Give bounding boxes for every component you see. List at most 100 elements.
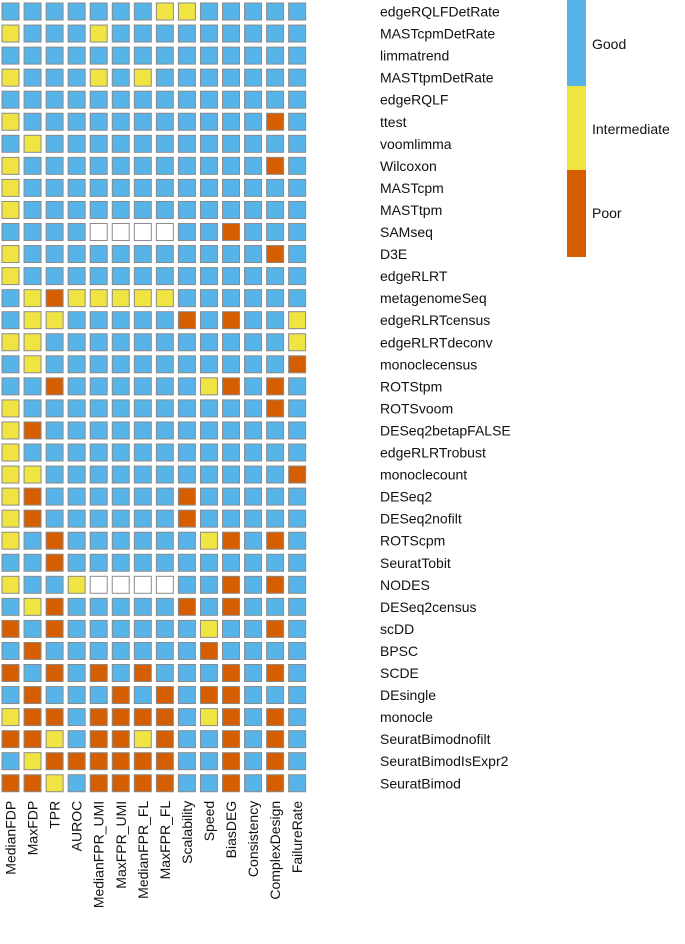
cell-scdd-complexdesign bbox=[266, 619, 285, 638]
cell-deseq2census-maxfdp bbox=[23, 597, 42, 616]
cell-seurattobit-speed bbox=[199, 553, 218, 572]
cell-rotstpm-auroc bbox=[67, 377, 86, 396]
cell-seuratbimodisexpr2-speed bbox=[199, 752, 218, 771]
cell-seurattobit-consistency bbox=[244, 553, 263, 572]
method-label-seuratbimodnofilt: SeuratBimodnofilt bbox=[380, 731, 491, 747]
cell-masttpmdetrate-scalability bbox=[177, 68, 196, 87]
metric-label-medianfpr-umi: MedianFPR_UMI bbox=[91, 801, 107, 908]
cell-seuratbimodnofilt-medianfdp bbox=[1, 730, 20, 749]
cell-deseq2census-complexdesign bbox=[266, 597, 285, 616]
cell-bpsc-medianfpr-umi bbox=[89, 641, 108, 660]
cell-masttpmdetrate-consistency bbox=[244, 68, 263, 87]
cell-edgerlrt-maxfpr-umi bbox=[111, 267, 130, 286]
cell-mastcpm-failurerate bbox=[288, 178, 307, 197]
cell-masttpm-speed bbox=[199, 200, 218, 219]
method-label-d3e: D3E bbox=[380, 246, 407, 262]
cell-voomlimma-medianfdp bbox=[1, 134, 20, 153]
cell-rotstpm-tpr bbox=[45, 377, 64, 396]
cell-desingle-maxfpr-umi bbox=[111, 686, 130, 705]
cell-ttest-consistency bbox=[244, 112, 263, 131]
cell-ttest-complexdesign bbox=[266, 112, 285, 131]
cell-desingle-maxfdp bbox=[23, 686, 42, 705]
cell-monoclecount-medianfpr-fl bbox=[133, 465, 152, 484]
cell-seuratbimodnofilt-medianfpr-fl bbox=[133, 730, 152, 749]
cell-samseq-maxfpr-umi bbox=[111, 223, 130, 241]
cell-masttpmdetrate-maxfdp bbox=[23, 68, 42, 87]
cell-masttpm-medianfpr-umi bbox=[89, 200, 108, 219]
cell-deseq2census-consistency bbox=[244, 597, 263, 616]
cell-rotsvoom-biasdeg bbox=[222, 399, 240, 418]
cell-edgerlrtdeconv-medianfdp bbox=[1, 333, 20, 352]
cell-masttpm-auroc bbox=[67, 200, 86, 219]
cell-voomlimma-consistency bbox=[244, 134, 263, 153]
cell-rotstpm-scalability bbox=[177, 377, 196, 396]
cell-edgerqlfdetrate-complexdesign bbox=[266, 2, 285, 21]
metric-label-auroc: AUROC bbox=[69, 801, 85, 852]
cell-nodes-maxfpr-fl bbox=[155, 575, 174, 594]
cell-seuratbimod-scalability bbox=[177, 774, 196, 793]
cell-seuratbimodnofilt-complexdesign bbox=[266, 730, 285, 749]
cell-monoclecount-maxfpr-umi bbox=[111, 465, 130, 484]
cell-deseq2nofilt-maxfdp bbox=[23, 509, 42, 528]
cell-seuratbimodisexpr2-medianfpr-umi bbox=[89, 752, 108, 771]
cell-edgerqlf-medianfpr-fl bbox=[133, 90, 152, 109]
cell-scdd-biasdeg bbox=[222, 619, 240, 638]
cell-monoclecensus-tpr bbox=[45, 355, 64, 374]
cell-edgerlrt-tpr bbox=[45, 267, 64, 286]
cell-monoclecount-scalability bbox=[177, 465, 196, 484]
cell-deseq2census-auroc bbox=[67, 597, 86, 616]
cell-edgerqlfdetrate-medianfpr-fl bbox=[133, 2, 152, 21]
cell-rotstpm-biasdeg bbox=[222, 377, 240, 396]
cell-edgerlrtcensus-medianfpr-fl bbox=[133, 311, 152, 330]
cell-masttpmdetrate-maxfpr-fl bbox=[155, 68, 174, 87]
cell-edgerlrtcensus-consistency bbox=[244, 311, 263, 330]
cell-edgerlrtrobust-complexdesign bbox=[266, 443, 285, 462]
cell-wilcoxon-auroc bbox=[67, 156, 86, 175]
metric-label-speed: Speed bbox=[201, 801, 217, 841]
cell-rotsvoom-maxfdp bbox=[23, 399, 42, 418]
cell-mastcpmdetrate-maxfpr-fl bbox=[155, 24, 174, 43]
method-label-scdd: scDD bbox=[380, 621, 414, 637]
cell-mastcpmdetrate-medianfpr-fl bbox=[133, 24, 152, 43]
cell-samseq-biasdeg bbox=[222, 223, 240, 241]
cell-scdd-medianfpr-fl bbox=[133, 619, 152, 638]
cell-rotsvoom-complexdesign bbox=[266, 399, 285, 418]
method-label-edgerqlfdetrate: edgeRQLFDetRate bbox=[380, 4, 500, 20]
cell-edgerlrtcensus-medianfpr-umi bbox=[89, 311, 108, 330]
method-label-voomlimma: voomlimma bbox=[380, 136, 452, 152]
cell-seuratbimod-maxfpr-umi bbox=[111, 774, 130, 793]
cell-masttpmdetrate-medianfpr-fl bbox=[133, 68, 152, 87]
legend-swatch-good bbox=[567, 0, 586, 86]
cell-deseq2census-scalability bbox=[177, 597, 196, 616]
cell-mastcpmdetrate-medianfpr-umi bbox=[89, 24, 108, 43]
cell-edgerqlf-maxfdp bbox=[23, 90, 42, 109]
method-label-deseq2census: DESeq2census bbox=[380, 599, 477, 615]
cell-seuratbimodnofilt-maxfpr-fl bbox=[155, 730, 174, 749]
cell-metagenomeseq-maxfpr-umi bbox=[111, 289, 130, 308]
cell-mastcpm-scalability bbox=[177, 178, 196, 197]
cell-seurattobit-maxfpr-fl bbox=[155, 553, 174, 572]
cell-metagenomeseq-medianfpr-fl bbox=[133, 289, 152, 308]
cell-seuratbimod-tpr bbox=[45, 774, 64, 793]
cell-seuratbimod-medianfdp bbox=[1, 774, 20, 793]
cell-monoclecensus-failurerate bbox=[288, 355, 307, 374]
cell-nodes-consistency bbox=[244, 575, 263, 594]
cell-edgerlrtrobust-scalability bbox=[177, 443, 196, 462]
cell-edgerqlfdetrate-maxfpr-fl bbox=[155, 2, 174, 21]
cell-deseq2nofilt-medianfdp bbox=[1, 509, 20, 528]
cell-seuratbimodisexpr2-failurerate bbox=[288, 752, 307, 771]
cell-voomlimma-speed bbox=[199, 134, 218, 153]
cell-scde-auroc bbox=[67, 664, 86, 682]
cell-d3e-speed bbox=[199, 245, 218, 264]
cell-mastcpm-tpr bbox=[45, 178, 64, 197]
cell-scde-maxfpr-fl bbox=[155, 664, 174, 682]
cell-deseq2nofilt-failurerate bbox=[288, 509, 307, 528]
cell-edgerlrt-auroc bbox=[67, 267, 86, 286]
cell-mastcpmdetrate-consistency bbox=[244, 24, 263, 43]
cell-ttest-biasdeg bbox=[222, 112, 240, 131]
cell-rotstpm-medianfpr-umi bbox=[89, 377, 108, 396]
cell-voomlimma-maxfpr-umi bbox=[111, 134, 130, 153]
cell-metagenomeseq-consistency bbox=[244, 289, 263, 308]
cell-edgerqlfdetrate-consistency bbox=[244, 2, 263, 21]
cell-rotscpm-maxfpr-umi bbox=[111, 531, 130, 550]
